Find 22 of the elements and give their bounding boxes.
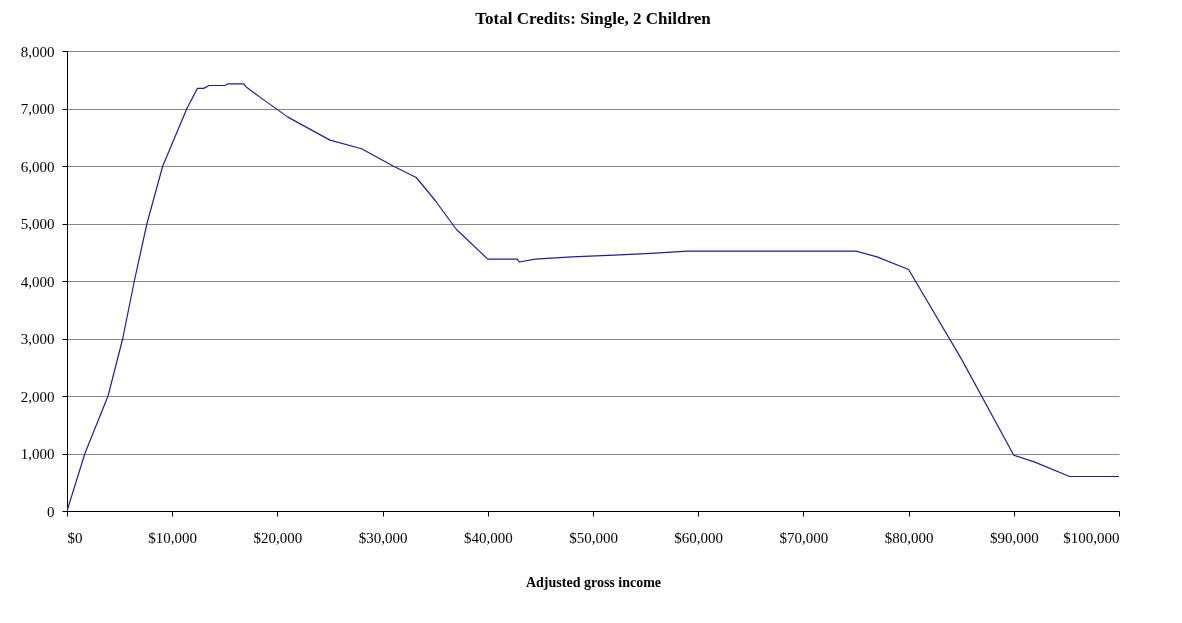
y-tick-label: 5,000 bbox=[20, 216, 55, 232]
x-tick-label: $30,000 bbox=[358, 529, 408, 546]
x-tick-label: $90,000 bbox=[989, 529, 1039, 546]
x-tick-label: $70,000 bbox=[779, 529, 829, 546]
y-tick-label: 2,000 bbox=[20, 388, 55, 405]
x-tick-label: $40,000 bbox=[463, 529, 513, 546]
x-tick-label: $10,000 bbox=[148, 529, 198, 546]
y-tick-label: 7,000 bbox=[20, 101, 55, 117]
chart-title: Total Credits: Single, 2 Children bbox=[475, 9, 712, 28]
x-tick-label: $50,000 bbox=[569, 529, 618, 546]
y-tick-label: 1,000 bbox=[20, 446, 55, 462]
y-tick-label: 4,000 bbox=[20, 273, 55, 290]
x-tick-label: $60,000 bbox=[674, 529, 724, 546]
x-tick-label: $0 bbox=[67, 529, 83, 546]
y-tick-label: 3,000 bbox=[20, 331, 55, 347]
y-tick-label: 6,000 bbox=[20, 158, 55, 175]
y-tick-label: 8,000 bbox=[20, 43, 55, 60]
y-tick-label: 0 bbox=[47, 503, 55, 520]
x-tick-label: $80,000 bbox=[884, 529, 934, 546]
x-tick-label: $20,000 bbox=[253, 529, 303, 546]
x-tick-label: $100,000 bbox=[1063, 529, 1120, 546]
x-axis-title: Adjusted gross income bbox=[525, 574, 662, 590]
